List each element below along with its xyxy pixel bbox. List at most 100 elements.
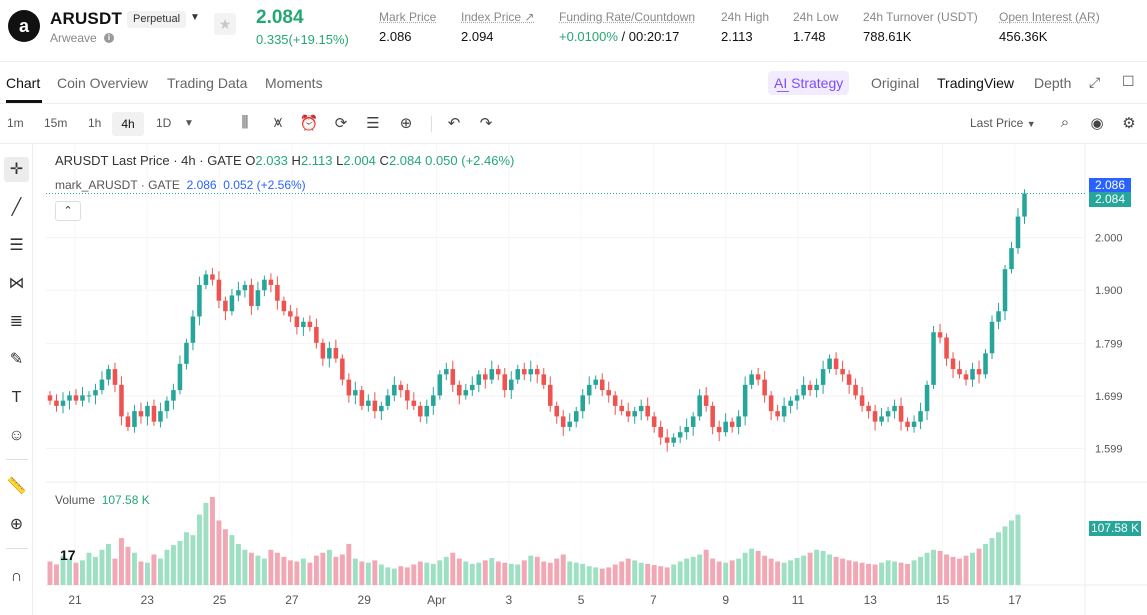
horizontal-lines-icon[interactable]: ☰: [9, 237, 24, 254]
timeframe-1m[interactable]: 1m: [7, 116, 24, 130]
volume-bar: [235, 543, 241, 585]
volume-bar: [996, 532, 1001, 585]
candle-body: [372, 400, 378, 412]
candle-body: [632, 411, 637, 417]
active-tab-indicator: [6, 100, 42, 103]
camera-icon[interactable]: ◉: [1090, 115, 1104, 132]
candle-body: [560, 416, 566, 427]
candle-body: [190, 316, 196, 343]
undo-icon[interactable]: ↶: [447, 115, 461, 132]
favorite-star-icon[interactable]: ★: [214, 13, 236, 35]
volume-bar: [216, 520, 222, 585]
symbol-name[interactable]: ARUSDT: [50, 9, 123, 28]
stat-label[interactable]: Funding Rate/Countdown: [559, 10, 696, 24]
view-original[interactable]: Original: [871, 75, 920, 91]
candle-body: [931, 332, 936, 385]
candle-body: [112, 369, 118, 385]
volume-bar: [437, 560, 443, 585]
pattern-icon[interactable]: ⋈: [8, 275, 25, 292]
trend-line-icon[interactable]: ╱: [11, 199, 22, 216]
volume-bar: [892, 561, 898, 585]
volume-bar: [508, 563, 514, 585]
volume-bar: [281, 556, 287, 585]
candle-body: [937, 332, 943, 338]
volume-bar: [385, 567, 391, 585]
candle-body: [203, 274, 209, 285]
volume-bar: [268, 549, 274, 585]
fullscreen-icon[interactable]: ☐: [1122, 73, 1135, 89]
collapse-legend-chevron-up-icon[interactable]: ⌃: [55, 201, 81, 221]
view-depth[interactable]: Depth: [1034, 75, 1072, 91]
price-chart-svg[interactable]: 2.000 1.900 1.799 1.699 1.599 21 23 25 27 29 Apr 3 5…: [0, 144, 1147, 615]
price-type-select[interactable]: Last Price ▼: [970, 116, 1036, 130]
text-tool-icon[interactable]: T: [11, 389, 22, 406]
view-tradingview[interactable]: TradingView: [937, 75, 1015, 91]
volume-bar: [885, 560, 891, 585]
add-indicator-icon[interactable]: ⊕: [399, 115, 413, 132]
chart-area[interactable]: 2.000 1.900 1.799 1.699 1.599 21 23 25 27 29 Apr 3 5…: [0, 144, 1147, 615]
zoom-in-icon[interactable]: ⊕: [9, 516, 24, 533]
candle-body: [690, 416, 696, 427]
volume-bar: [710, 558, 716, 585]
stat-label[interactable]: Index Price ↗: [461, 10, 535, 24]
timeframe-4h[interactable]: 4h: [112, 112, 144, 136]
timeframe-1h[interactable]: 1h: [88, 116, 102, 130]
timeframe-15m[interactable]: 15m: [44, 116, 68, 130]
indicators-icon[interactable]: ⩙: [273, 114, 283, 131]
templates-icon[interactable]: ☰: [366, 115, 380, 132]
legend-open-label: O: [245, 153, 256, 168]
timeframe-1d[interactable]: 1D: [156, 116, 172, 130]
stat-label[interactable]: Mark Price: [379, 10, 437, 24]
redo-icon[interactable]: ↷: [479, 115, 493, 132]
candle-body: [197, 284, 202, 317]
tab-coin-overview[interactable]: Coin Overview: [57, 75, 149, 91]
candle-body: [346, 379, 352, 396]
settings-gear-icon[interactable]: ⚙: [1122, 115, 1136, 132]
volume-bar: [60, 555, 66, 585]
alert-icon[interactable]: ⏰: [299, 115, 319, 132]
fibonacci-icon[interactable]: ≣: [9, 313, 24, 330]
stat-value: 2.086: [379, 29, 412, 44]
x-tick-label: 23: [141, 593, 155, 607]
candle-body: [1009, 248, 1014, 270]
volume-bar: [580, 563, 586, 585]
volume-bar: [807, 552, 813, 585]
candle-body: [132, 411, 137, 427]
candle-body: [333, 348, 339, 359]
arweave-logo-icon: a: [8, 10, 40, 42]
candle-body: [716, 426, 722, 433]
stat-value: 2.094: [461, 29, 494, 44]
tab-chart[interactable]: Chart: [6, 75, 41, 91]
candle-type-icon[interactable]: ⫼: [241, 114, 249, 131]
symbol-dropdown-chevron-icon[interactable]: ▼: [190, 12, 200, 23]
volume-bar: [768, 558, 774, 585]
search-icon[interactable]: ⌕: [1060, 114, 1070, 131]
tab-moments[interactable]: Moments: [265, 75, 323, 91]
stat-mark-price: Mark Price 2.086: [379, 10, 436, 44]
expand-icon[interactable]: ⤢: [1089, 74, 1101, 90]
info-icon[interactable]: i: [104, 33, 114, 43]
emoji-icon[interactable]: ☺: [8, 427, 25, 444]
magnet-icon[interactable]: ∩: [10, 568, 23, 585]
brush-icon[interactable]: ✎: [9, 351, 24, 368]
replay-icon[interactable]: ⟳: [334, 115, 348, 132]
volume-bar: [976, 548, 982, 585]
volume-bar: [164, 549, 170, 585]
candle-body: [47, 395, 53, 401]
volume-bar: [196, 514, 202, 585]
crosshair-icon[interactable]: ✛: [4, 157, 29, 182]
volume-bar: [326, 549, 332, 585]
ai-strategy-button[interactable]: A͟I Strategy: [768, 71, 850, 95]
legend-close-label: C: [379, 153, 389, 168]
ruler-icon[interactable]: 📏: [6, 478, 27, 495]
candle-body: [742, 384, 748, 417]
stat-label[interactable]: Open Interest (AR): [999, 10, 1100, 24]
candle-body: [184, 342, 189, 364]
candle-body: [288, 311, 293, 317]
x-tick-label: 5: [578, 593, 585, 607]
timeframe-dropdown-chevron-icon[interactable]: ▼: [184, 118, 194, 129]
volume-bar: [47, 561, 53, 585]
volume-bar: [671, 564, 677, 585]
tab-trading-data[interactable]: Trading Data: [167, 75, 248, 91]
last-price: 2.084: [256, 7, 304, 28]
